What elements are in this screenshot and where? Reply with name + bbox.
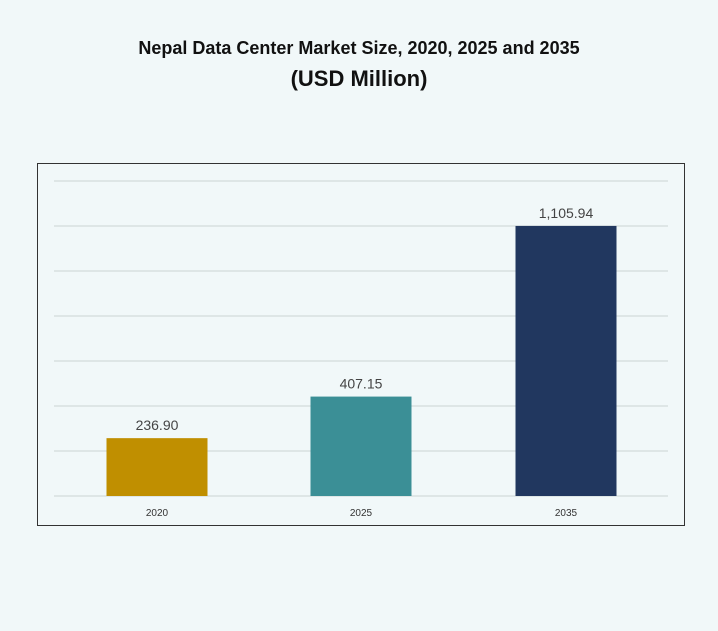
chart-subtitle: (USD Million) (290, 66, 428, 91)
x-tick-label: 2020 (146, 508, 169, 519)
bar-2020 (106, 438, 208, 496)
bar-2035 (515, 225, 617, 496)
data-label-2020: 236.90 (136, 417, 179, 433)
x-tick-label: 2025 (350, 508, 373, 519)
data-label-2035: 1,105.94 (539, 205, 594, 221)
chart-title: Nepal Data Center Market Size, 2020, 202… (138, 38, 580, 58)
bar-2025 (310, 396, 412, 496)
x-tick-label: 2035 (555, 508, 578, 519)
data-label-2025: 407.15 (340, 376, 383, 392)
